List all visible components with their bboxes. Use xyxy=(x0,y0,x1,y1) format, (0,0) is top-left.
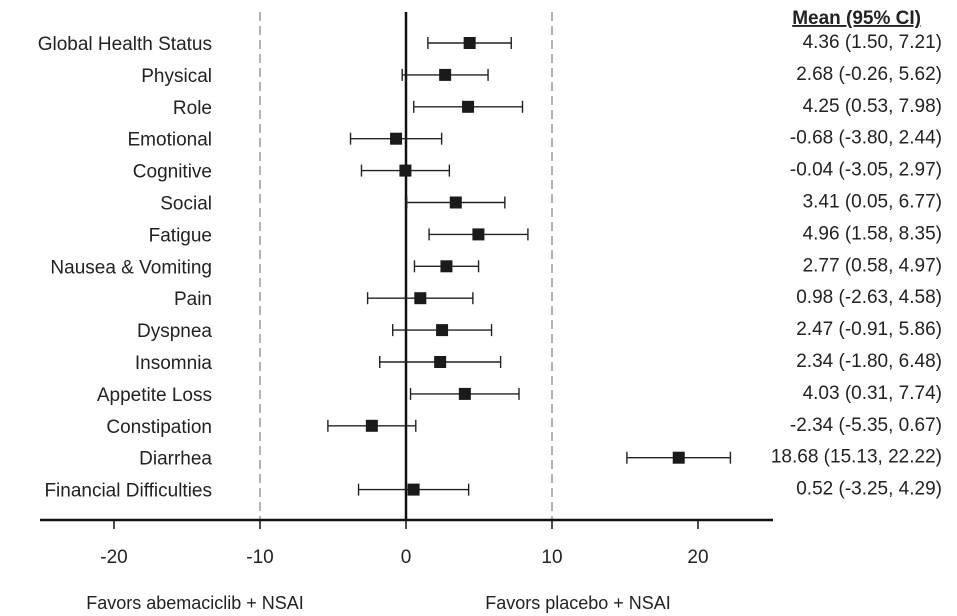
x-axis-ticks: -20 -10 0 10 20 xyxy=(100,520,709,568)
ci-value-text: 4.36 (1.50, 7.21) xyxy=(803,32,942,53)
x-tick-label: -10 xyxy=(246,547,273,568)
forest-row: Cognitive -0.04 (-3.05, 2.97) xyxy=(133,160,942,183)
mean-marker xyxy=(472,228,485,241)
ci-value-text: -0.04 (-3.05, 2.97) xyxy=(790,160,942,181)
mean-marker xyxy=(436,324,449,337)
mean-marker xyxy=(434,356,447,368)
ci-value-text: 4.03 (0.31, 7.74) xyxy=(803,383,942,404)
mean-marker xyxy=(390,132,403,145)
forest-row: Constipation -2.34 (-5.35, 0.67) xyxy=(106,415,942,438)
ci-column-header: Mean (95% CI) xyxy=(792,8,921,29)
ci-value-text: 0.52 (-3.25, 4.29) xyxy=(796,479,942,500)
row-label: Physical xyxy=(141,66,212,87)
row-label: Diarrhea xyxy=(139,449,212,470)
forest-row: Fatigue 4.96 (1.58, 8.35) xyxy=(149,223,942,246)
row-label: Appetite Loss xyxy=(97,385,212,406)
forest-row: Social 3.41 (0.05, 6.77) xyxy=(160,192,942,215)
forest-row: Nausea & Vomiting 2.77 (0.58, 4.97) xyxy=(50,255,942,278)
row-label: Cognitive xyxy=(133,162,212,183)
x-tick-label: -20 xyxy=(100,547,127,568)
row-label: Dyspnea xyxy=(137,321,212,342)
forest-rows: Global Health Status 4.36 (1.50, 7.21) Phy… xyxy=(38,32,942,502)
ci-value-text: 2.77 (0.58, 4.97) xyxy=(803,255,942,276)
row-label: Role xyxy=(173,98,212,119)
favors-right-label: Favors placebo + NSAI xyxy=(485,593,671,613)
x-tick-label: 10 xyxy=(541,547,562,568)
forest-row: Insomnia 2.34 (-1.80, 6.48) xyxy=(135,351,942,374)
mean-marker xyxy=(440,260,453,273)
ci-value-text: -2.34 (-5.35, 0.67) xyxy=(790,415,942,436)
mean-marker xyxy=(414,292,427,305)
forest-row: Dyspnea 2.47 (-0.91, 5.86) xyxy=(137,319,942,342)
ci-value-text: 4.25 (0.53, 7.98) xyxy=(803,96,942,117)
forest-row: Diarrhea 18.68 (15.13, 22.22) xyxy=(139,447,942,470)
ci-value-text: 3.41 (0.05, 6.77) xyxy=(803,192,942,213)
forest-row: Physical 2.68 (-0.26, 5.62) xyxy=(141,64,942,87)
forest-row: Appetite Loss 4.03 (0.31, 7.74) xyxy=(97,383,942,406)
row-label: Insomnia xyxy=(135,353,213,374)
ci-value-text: 0.98 (-2.63, 4.58) xyxy=(796,287,942,308)
favors-left-label: Favors abemaciclib + NSAI xyxy=(86,593,304,613)
ci-value-text: 2.47 (-0.91, 5.86) xyxy=(796,319,942,340)
reference-lines xyxy=(259,12,553,520)
forest-row: Emotional -0.68 (-3.80, 2.44) xyxy=(128,128,943,151)
row-label: Global Health Status xyxy=(38,34,212,55)
x-tick-label: 20 xyxy=(687,547,708,568)
ci-value-text: 2.68 (-0.26, 5.62) xyxy=(796,64,942,85)
mean-marker xyxy=(463,37,476,49)
row-label: Emotional xyxy=(128,130,213,151)
ci-value-text: 18.68 (15.13, 22.22) xyxy=(771,447,942,468)
row-label: Constipation xyxy=(106,417,212,438)
mean-marker xyxy=(458,387,471,400)
ci-value-text: 2.34 (-1.80, 6.48) xyxy=(796,351,942,372)
ci-value-text: 4.96 (1.58, 8.35) xyxy=(803,223,942,244)
forest-row: Pain 0.98 (-2.63, 4.58) xyxy=(174,287,942,310)
forest-row: Financial Difficulties 0.52 (-3.25, 4.29) xyxy=(44,479,942,502)
mean-marker xyxy=(399,164,412,177)
forest-row: Role 4.25 (0.53, 7.98) xyxy=(173,96,942,119)
row-label: Pain xyxy=(174,289,212,310)
mean-marker xyxy=(365,419,378,432)
forest-row: Global Health Status 4.36 (1.50, 7.21) xyxy=(38,32,942,55)
row-label: Social xyxy=(160,194,212,215)
mean-marker xyxy=(439,68,452,81)
mean-marker xyxy=(672,451,685,464)
row-label: Nausea & Vomiting xyxy=(50,257,212,278)
mean-marker xyxy=(449,196,462,209)
mean-marker xyxy=(462,100,475,113)
row-label: Fatigue xyxy=(149,225,212,246)
mean-marker xyxy=(407,483,420,496)
x-tick-label: 0 xyxy=(401,547,412,568)
ci-value-text: -0.68 (-3.80, 2.44) xyxy=(790,128,942,149)
row-label: Financial Difficulties xyxy=(44,481,212,502)
